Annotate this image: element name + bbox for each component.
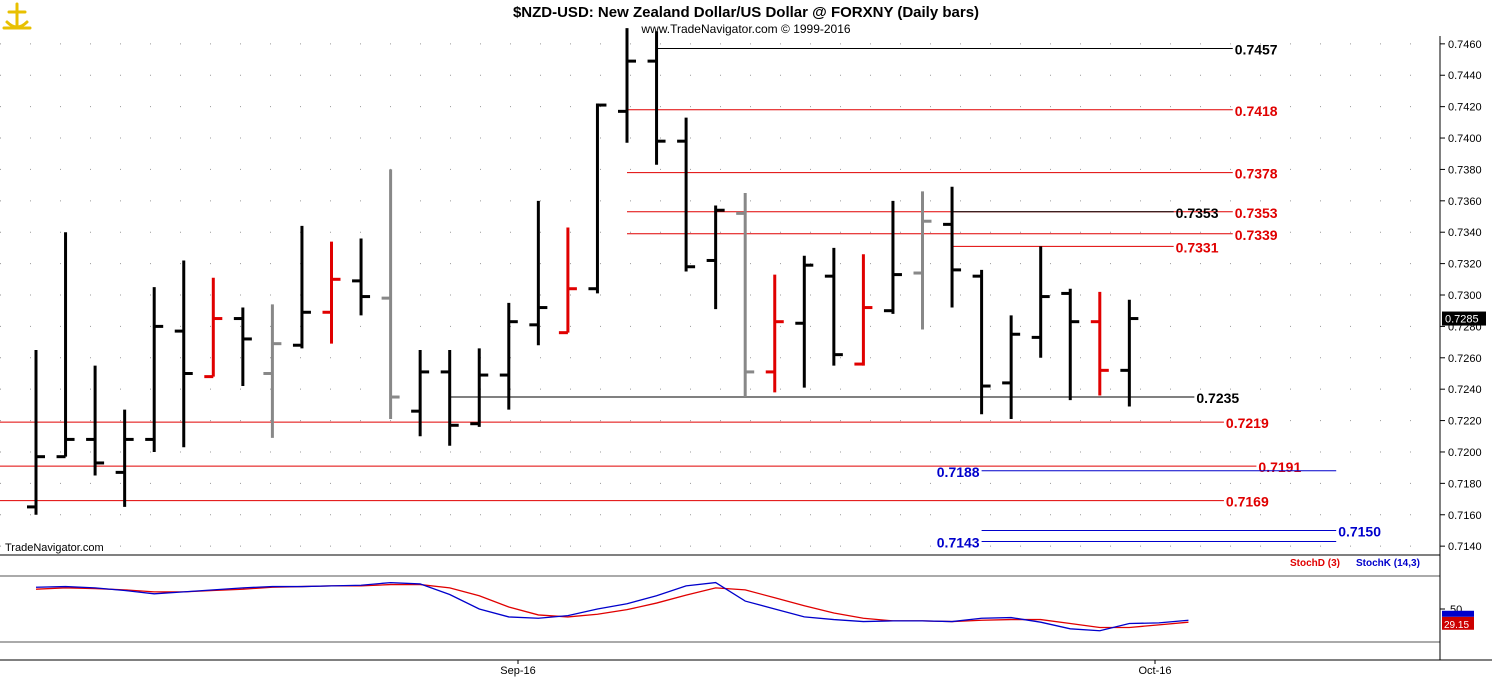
ohlc-bar xyxy=(1120,299,1139,407)
ohlc-bar xyxy=(352,238,371,316)
level-label: 0.7457 xyxy=(1235,42,1278,58)
ohlc-bar xyxy=(440,349,459,446)
x-tick-label: Sep-16 xyxy=(500,665,535,677)
ohlc-bar xyxy=(1090,291,1109,396)
y-tick-label: 0.7180 xyxy=(1448,478,1482,490)
ohlc-bar xyxy=(765,274,784,393)
y-tick-label: 0.7200 xyxy=(1448,447,1482,459)
level-label: 0.7235 xyxy=(1196,390,1239,406)
y-tick-label: 0.7380 xyxy=(1448,164,1482,176)
ohlc-bar xyxy=(1002,315,1021,420)
y-tick-label: 0.7160 xyxy=(1448,510,1482,522)
ohlc-bar xyxy=(56,232,75,459)
ohlc-bar xyxy=(943,186,962,308)
ohlc-bar xyxy=(381,169,400,420)
y-tick-label: 0.7140 xyxy=(1448,541,1482,553)
ohlc-bar xyxy=(499,302,518,410)
level-label: 0.7219 xyxy=(1226,415,1269,431)
chart-title: $NZD-USD: New Zealand Dollar/US Dollar @… xyxy=(513,4,979,21)
ohlc-bar xyxy=(470,348,489,427)
stoch-value-label: 29.15 xyxy=(1444,620,1469,631)
ohlc-bar xyxy=(1031,246,1050,358)
last-price-tag xyxy=(1442,311,1486,326)
copyright-text: www.TradeNavigator.com © 1999-2016 xyxy=(640,22,850,36)
x-tick-label: Oct-16 xyxy=(1138,665,1171,677)
y-tick-label: 0.7240 xyxy=(1448,384,1482,396)
ohlc-bar xyxy=(263,304,282,438)
ohlc-bar xyxy=(115,409,134,507)
level-label: 0.7169 xyxy=(1226,494,1269,510)
y-tick-label: 0.7220 xyxy=(1448,416,1482,428)
ohlc-bar xyxy=(588,103,607,294)
stoch-d-line xyxy=(35,583,1189,629)
level-label: 0.7331 xyxy=(1176,239,1219,255)
level-label: 0.7191 xyxy=(1258,459,1301,475)
level-label: 0.7418 xyxy=(1235,103,1278,119)
ohlc-bar xyxy=(174,260,193,448)
price-axis: 0.7460 0.7440 0.7420 0.7400 0.7380 0.7360 0.73… xyxy=(1440,39,1486,553)
ohlc-bar xyxy=(618,28,636,143)
y-tick-label: 0.7460 xyxy=(1448,39,1482,51)
last-price-label: 0.7285 xyxy=(1445,314,1479,326)
stoch-legend-item: StochD (3) xyxy=(1290,558,1340,569)
y-tick-label: 0.7360 xyxy=(1448,196,1482,208)
level-label: 0.7353 xyxy=(1235,205,1278,221)
ohlc-bar xyxy=(795,255,814,388)
ohlc-bar xyxy=(86,365,105,476)
watermark-text: TradeNavigator.com xyxy=(5,542,104,554)
ohlc-bar xyxy=(233,307,252,387)
ohlc-bar xyxy=(736,192,755,398)
ohlc-bar xyxy=(913,191,932,330)
y-tick-label: 0.7400 xyxy=(1448,133,1482,145)
y-tick-label: 0.7340 xyxy=(1448,227,1482,239)
ohlc-bar xyxy=(706,205,725,310)
ohlc-bar xyxy=(322,241,341,344)
ohlc-bar xyxy=(883,200,902,314)
level-label: 0.7378 xyxy=(1235,166,1278,182)
level-label: 0.7188 xyxy=(937,464,980,480)
ohlc-bar xyxy=(529,200,548,346)
level-label: 0.7339 xyxy=(1235,227,1278,243)
y-tick-label: 0.7260 xyxy=(1448,353,1482,365)
ohlc-bar xyxy=(824,247,843,366)
y-tick-label: 0.7440 xyxy=(1448,70,1482,82)
ohlc-bar xyxy=(647,31,666,165)
y-tick-label: 0.7320 xyxy=(1448,259,1482,271)
y-tick-label: 0.7300 xyxy=(1448,290,1482,302)
ohlc-bar xyxy=(292,225,311,349)
stoch-legend-item: StochK (14,3) xyxy=(1356,558,1420,569)
logo xyxy=(2,2,32,30)
ohlc-bar xyxy=(677,117,696,272)
stoch-value-tag xyxy=(1442,616,1474,630)
stoch-k-line xyxy=(35,581,1189,632)
anchor-icon xyxy=(2,2,32,30)
ohlc-bar xyxy=(972,269,991,415)
stoch-value-tag-blue xyxy=(1442,610,1474,617)
level-label: 0.7150 xyxy=(1338,523,1381,539)
level-label: 0.7353 xyxy=(1176,205,1219,221)
ohlc-bar xyxy=(145,287,164,452)
support-resistance-lines: 0.7457 0.7418 0.7378 0.7353 0.7353 0.7339 0.73… xyxy=(0,42,1381,550)
ohlc-bar xyxy=(854,254,873,366)
ohlc-bar xyxy=(27,349,45,515)
level-label: 0.7143 xyxy=(937,534,980,550)
ohlc-bar xyxy=(204,277,223,379)
ohlc-bar xyxy=(411,349,430,437)
grid-dots xyxy=(0,43,1440,547)
ohlc-bar xyxy=(558,227,577,335)
ohlc-bars xyxy=(27,28,1139,515)
ohlc-bar xyxy=(1061,288,1080,401)
y-tick-label: 0.7420 xyxy=(1448,102,1482,114)
date-axis: Sep-16 Oct-16 xyxy=(500,660,1172,677)
